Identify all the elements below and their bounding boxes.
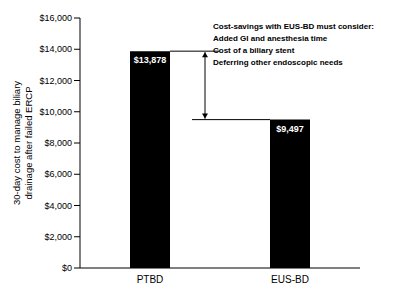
svg-text:$6,000: $6,000 [44, 169, 72, 179]
svg-text:$16,000: $16,000 [39, 13, 72, 23]
svg-text:30-day cost to manage biliary: 30-day cost to manage biliary [11, 81, 22, 205]
svg-text:PTBD: PTBD [137, 274, 164, 285]
svg-text:$4,000: $4,000 [44, 201, 72, 211]
svg-text:$8,000: $8,000 [44, 138, 72, 148]
svg-text:$13,878: $13,878 [134, 55, 167, 65]
svg-text:$10,000: $10,000 [39, 107, 72, 117]
svg-text:EUS-BD: EUS-BD [271, 274, 309, 285]
svg-text:Deferring other endoscopic nee: Deferring other endoscopic needs [213, 58, 343, 67]
svg-text:Cost-savings with EUS-BD must: Cost-savings with EUS-BD must consider: [213, 22, 374, 31]
svg-text:$14,000: $14,000 [39, 44, 72, 54]
svg-text:drainage after failed ERCP: drainage after failed ERCP [23, 86, 34, 199]
svg-text:$2,000: $2,000 [44, 232, 72, 242]
svg-text:$0: $0 [62, 263, 72, 273]
svg-text:$12,000: $12,000 [39, 76, 72, 86]
svg-text:Added GI and anesthesia time: Added GI and anesthesia time [213, 34, 328, 43]
svg-text:Cost of a biliary stent: Cost of a biliary stent [213, 46, 295, 55]
svg-text:$9,497: $9,497 [276, 124, 304, 134]
